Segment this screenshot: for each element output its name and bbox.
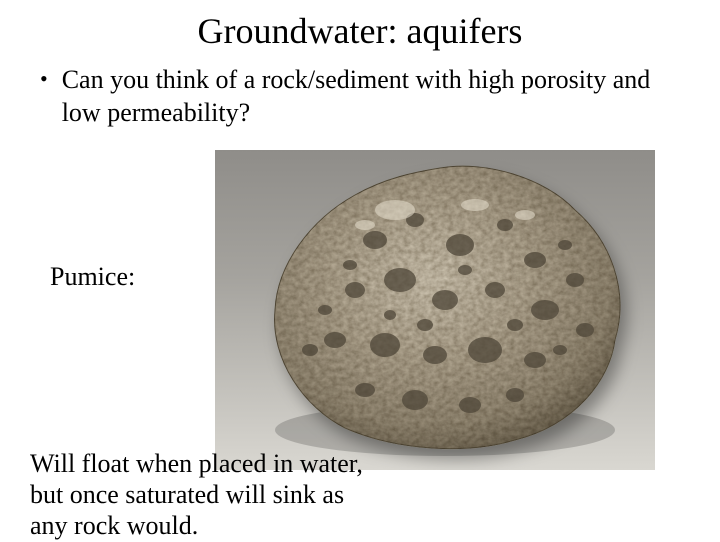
- caption-line-3: any rock would.: [30, 510, 590, 541]
- caption-line-1: Will float when placed in water,: [30, 448, 590, 479]
- pumice-label: Pumice:: [50, 262, 135, 292]
- caption-text: Will float when placed in water, but onc…: [30, 448, 590, 542]
- slide-title: Groundwater: aquifers: [30, 10, 690, 52]
- pumice-image: [215, 150, 655, 470]
- bullet-text: Can you think of a rock/sediment with hi…: [62, 64, 690, 129]
- bullet-marker: •: [40, 64, 48, 95]
- caption-line-2: but once saturated will sink as: [30, 479, 590, 510]
- bullet-item: • Can you think of a rock/sediment with …: [40, 64, 690, 129]
- slide-container: Groundwater: aquifers • Can you think of…: [0, 0, 720, 540]
